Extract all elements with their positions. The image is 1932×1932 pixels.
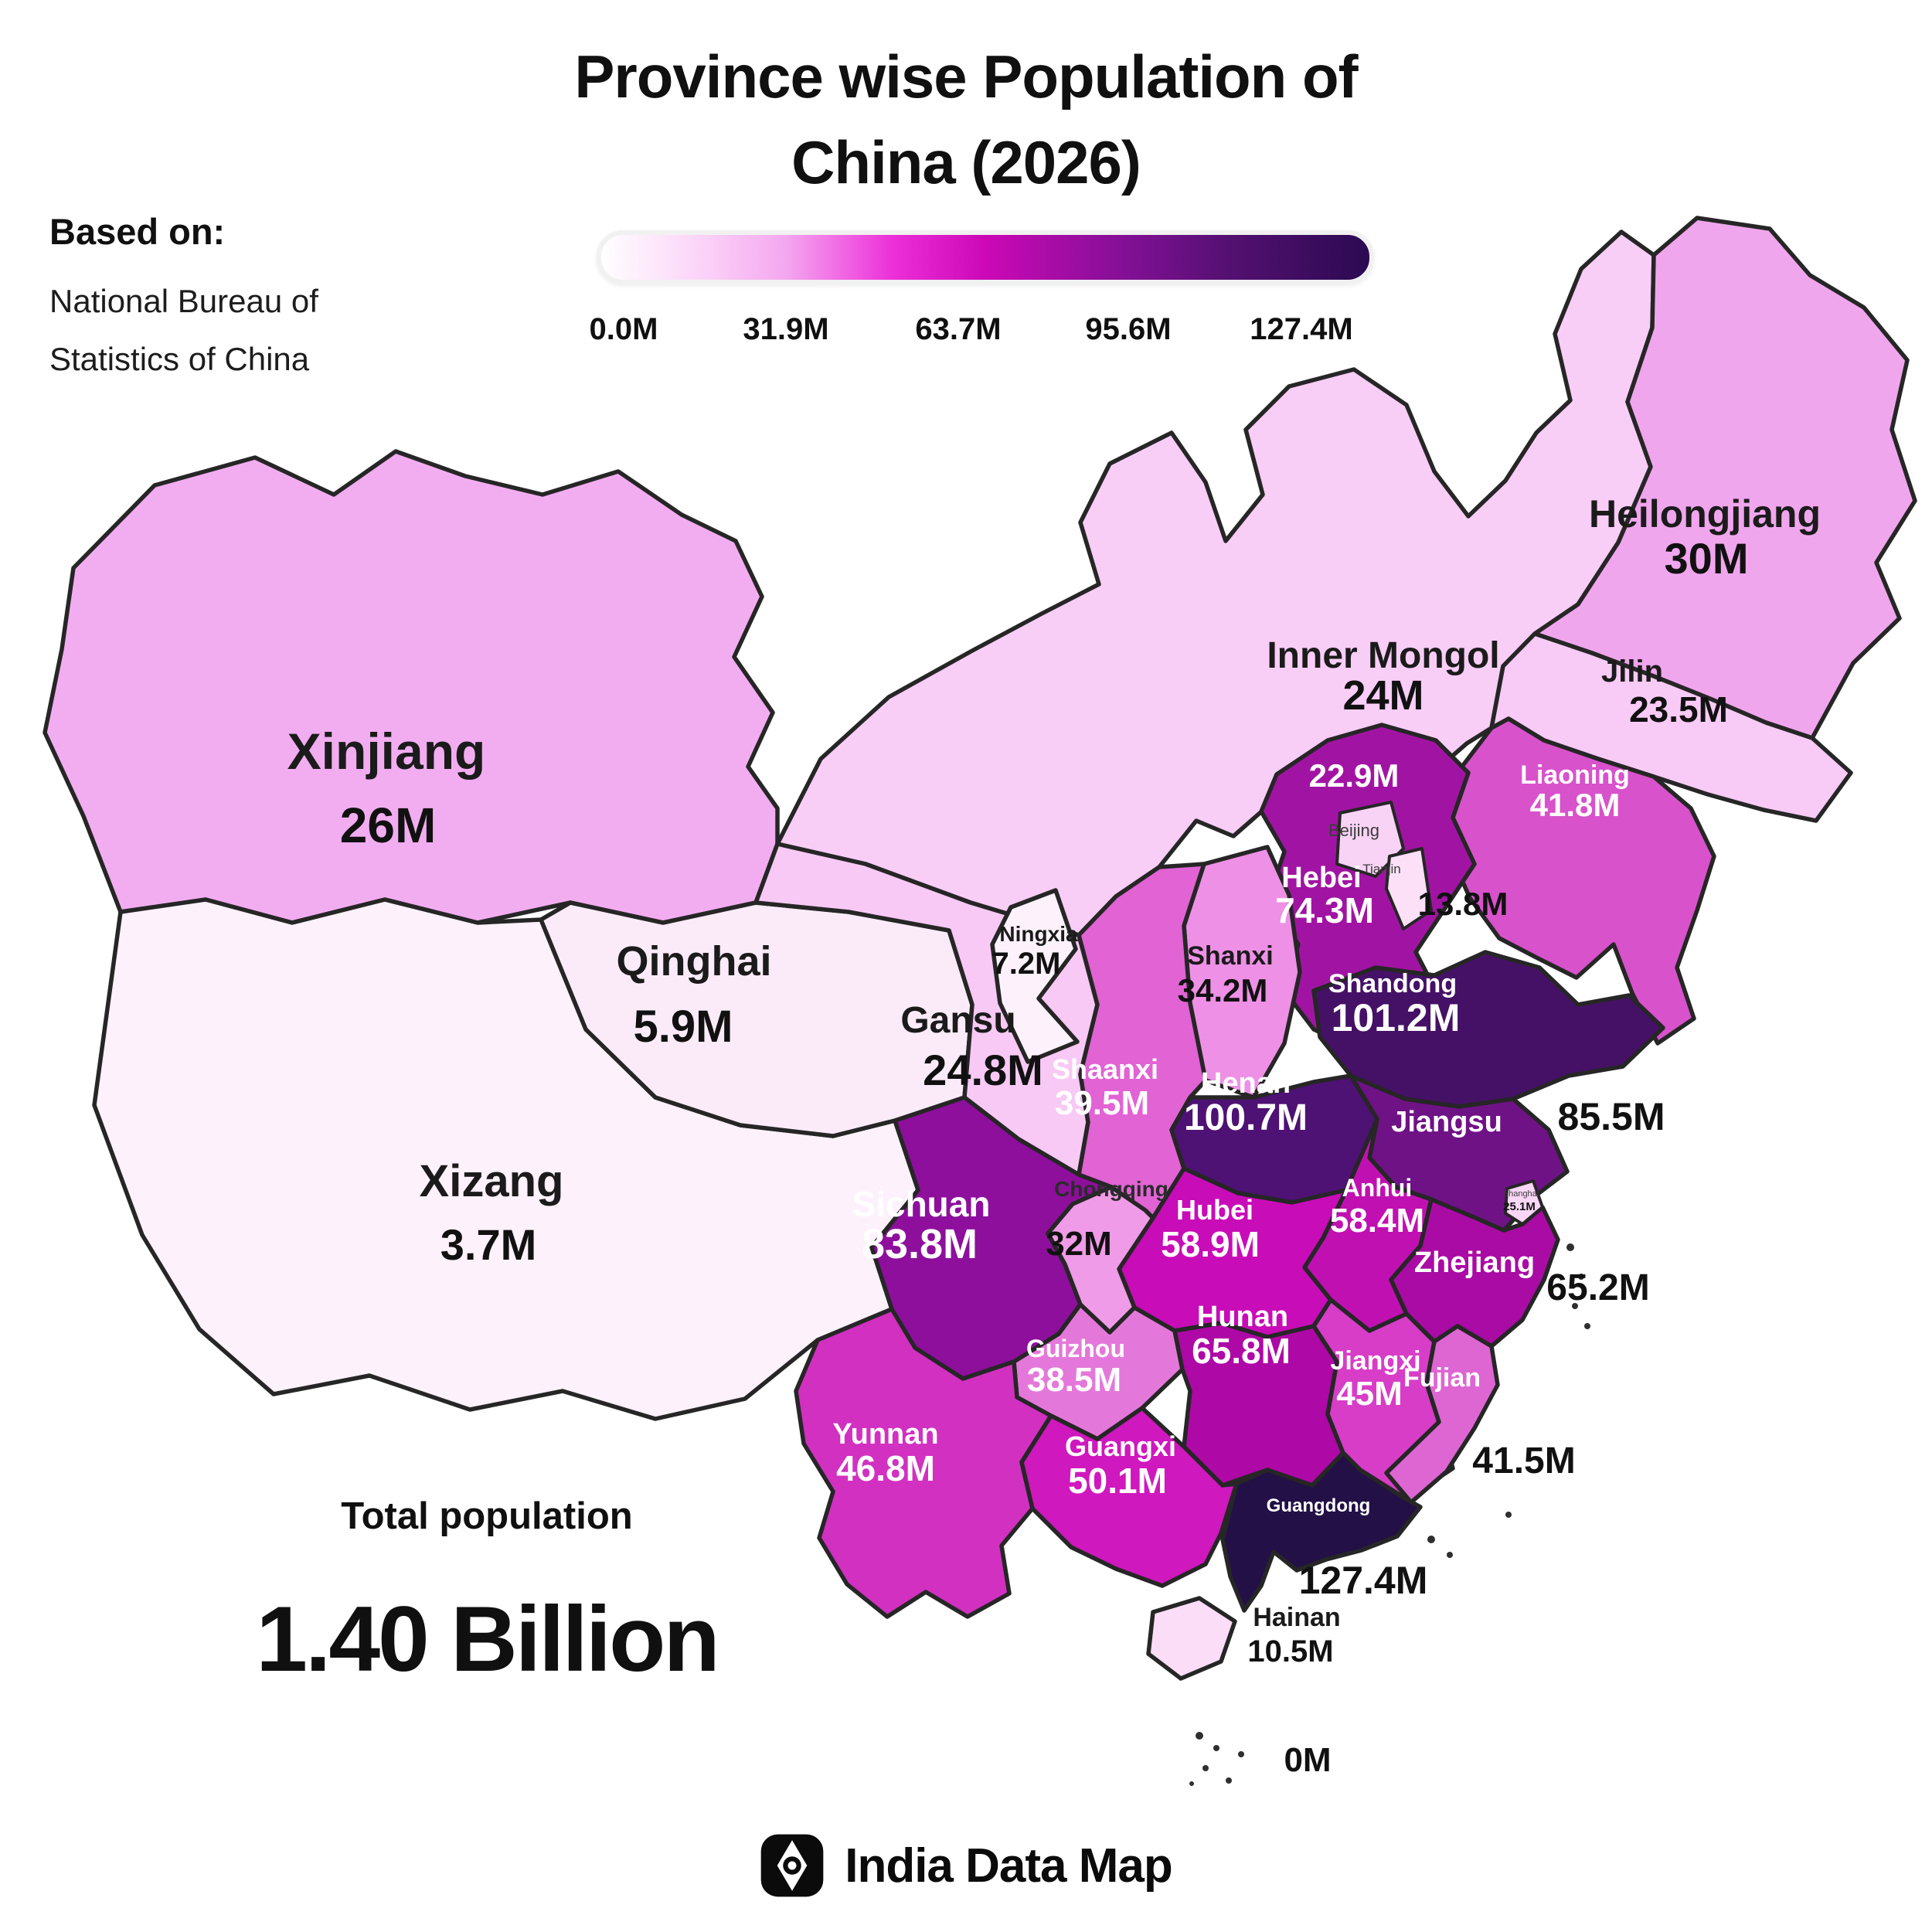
label-jiangsu-value: 85.5M	[1558, 1095, 1665, 1138]
label-south-sea-islands-value: 0M	[1284, 1741, 1331, 1779]
label-jiangxi-name: Jiangxi	[1330, 1346, 1420, 1376]
label-chongqing-value: 32M	[1046, 1225, 1112, 1263]
label-shandong-name: Shandong	[1328, 969, 1457, 998]
label-guizhou-name: Guizhou	[1026, 1335, 1125, 1362]
compass-pin-icon	[760, 1834, 824, 1897]
label-zhejiang-value: 65.2M	[1546, 1267, 1649, 1308]
label-qinghai-value: 5.9M	[634, 1002, 733, 1052]
label-xizang-value: 3.7M	[440, 1220, 537, 1269]
label-xizang-name: Xizang	[420, 1156, 564, 1206]
region-fujian	[1384, 1324, 1500, 1505]
label-henan-name: Henan	[1201, 1067, 1291, 1100]
label-xinjiang-name: Xinjiang	[287, 723, 486, 780]
label-shandong-value: 101.2M	[1332, 996, 1461, 1039]
label-xinjiang-value: 26M	[340, 798, 437, 853]
label-fujian-value: 41.5M	[1472, 1440, 1575, 1481]
source-line1: National Bureau of	[49, 283, 318, 319]
label-hubei-value: 58.9M	[1161, 1224, 1260, 1264]
label-gansu-value: 24.8M	[923, 1046, 1043, 1094]
label-anhui-value: 58.4M	[1330, 1202, 1424, 1240]
total-population-value: 1.40 Billion	[256, 1587, 720, 1691]
label-henan-value: 100.7M	[1184, 1097, 1308, 1138]
source-attribution: Based on: National Bureau of Statistics …	[49, 210, 318, 395]
legend-ticks: 0.0M 31.9M 63.7M 95.6M 127.4M	[590, 312, 1365, 352]
region-guangdong	[1220, 1451, 1423, 1613]
label-ningxia-name: Ningxia	[999, 922, 1078, 946]
brand-name: India Data Map	[845, 1838, 1173, 1893]
label-beijing-value: 22.9M	[1309, 757, 1400, 794]
coastal-islets	[1427, 1243, 1590, 1558]
label-beijing-name: Beijing	[1328, 821, 1379, 840]
label-heilongjiang-name: Heilongjiang	[1589, 492, 1821, 536]
region-yunnan	[794, 1307, 1053, 1619]
region-hainan	[1146, 1596, 1237, 1681]
label-hainan-value: 10.5M	[1247, 1634, 1333, 1668]
page-title-line1: Province wise Population of	[574, 43, 1358, 111]
label-liaoning-name: Liaoning	[1520, 760, 1630, 790]
region-zhejiang	[1389, 1197, 1560, 1349]
label-shaanxi-value: 39.5M	[1055, 1084, 1149, 1122]
legend-gradient-bar	[597, 230, 1374, 284]
label-guangdong-name: Guangdong	[1267, 1495, 1371, 1516]
label-inner-mongolia-value: 24M	[1342, 672, 1423, 719]
label-hebei-value: 74.3M	[1275, 890, 1374, 930]
label-inner-mongolia-name: Inner Mongol	[1267, 635, 1499, 676]
label-shanxi-name: Shanxi	[1187, 941, 1273, 971]
label-jilin-name: Jilin	[1601, 655, 1663, 689]
label-shanxi-value: 34.2M	[1178, 972, 1268, 1009]
legend-tick-2: 63.7M	[915, 312, 1002, 346]
page-title-line2: China (2026)	[791, 128, 1141, 196]
label-sichuan-name: Sichuan	[852, 1184, 991, 1224]
source-line2: Statistics of China	[49, 340, 310, 377]
region-tianjin	[1385, 847, 1433, 930]
label-chongqing-name: Chongqing	[1054, 1177, 1168, 1201]
page-title: Province wise Population of China (2026)	[0, 34, 1932, 206]
label-hunan-value: 65.8M	[1192, 1331, 1291, 1371]
label-jiangsu-name: Jiangsu	[1391, 1106, 1502, 1138]
label-shanghai-value: 25.1M	[1503, 1200, 1536, 1213]
label-fujian-name: Fujian	[1403, 1363, 1481, 1393]
source-heading: Based on:	[49, 211, 226, 252]
label-guangxi-value: 50.1M	[1068, 1461, 1167, 1501]
legend-tick-1: 31.9M	[743, 312, 829, 346]
label-jiangxi-value: 45M	[1336, 1375, 1403, 1413]
label-hainan-name: Hainan	[1253, 1603, 1340, 1632]
footer-brand-bar: India Data Map	[0, 1833, 1932, 1898]
label-hunan-name: Hunan	[1197, 1301, 1288, 1333]
label-gansu-name: Gansu	[900, 1000, 1015, 1041]
region-liaoning	[1444, 716, 1716, 1046]
label-liaoning-value: 41.8M	[1530, 787, 1621, 823]
label-yunnan-name: Yunnan	[832, 1418, 938, 1451]
label-guizhou-value: 38.5M	[1027, 1361, 1121, 1399]
south-sea-islands	[1189, 1732, 1244, 1786]
label-shanghai-name: Shanghai	[1503, 1189, 1539, 1199]
legend-tick-3: 95.6M	[1085, 312, 1172, 346]
label-shaanxi-name: Shaanxi	[1052, 1053, 1158, 1085]
legend-tick-4: 127.4M	[1250, 312, 1353, 346]
label-tianjin-name: Tianjin	[1362, 862, 1400, 876]
total-population-block: Total population 1.40 Billion	[215, 1495, 759, 1692]
label-hubei-name: Hubei	[1176, 1194, 1253, 1226]
label-heilongjiang-value: 30M	[1665, 534, 1749, 583]
total-population-label: Total population	[341, 1495, 633, 1537]
label-sichuan-value: 83.8M	[862, 1221, 978, 1267]
label-ningxia-value: 7.2M	[992, 947, 1061, 981]
label-jilin-value: 23.5M	[1629, 689, 1728, 730]
label-qinghai-name: Qinghai	[617, 938, 772, 985]
label-zhejiang-name: Zhejiang	[1414, 1247, 1535, 1279]
label-tianjin-value: 13.8M	[1418, 886, 1509, 922]
region-shanghai	[1504, 1179, 1544, 1226]
region-ningxia	[990, 888, 1080, 1064]
label-guangxi-name: Guangxi	[1065, 1430, 1176, 1462]
label-anhui-name: Anhui	[1342, 1174, 1413, 1202]
label-yunnan-value: 46.8M	[836, 1448, 935, 1488]
legend-tick-0: 0.0M	[589, 312, 658, 346]
label-hebei-name: Hebei	[1281, 862, 1361, 894]
label-guangdong-value: 127.4M	[1299, 1559, 1428, 1602]
